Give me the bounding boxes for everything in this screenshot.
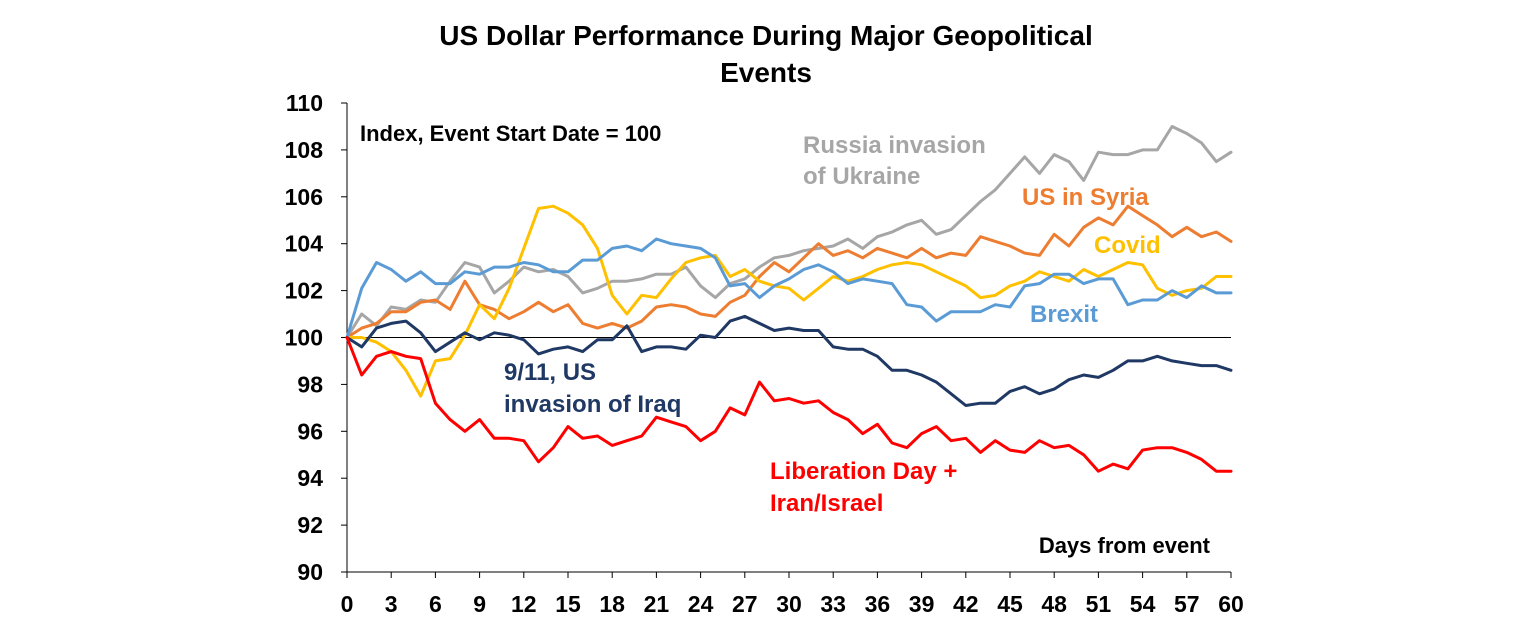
y-tick-label: 100 (285, 325, 323, 351)
series-line-0 (345, 125, 1233, 339)
y-tick-label: 94 (297, 465, 323, 491)
series-label-2: Covid (1094, 232, 1161, 259)
x-tick-label: 42 (953, 591, 979, 617)
x-tick-label: 39 (909, 591, 935, 617)
x-tick-label: 9 (473, 591, 486, 617)
y-tick-label: 102 (285, 278, 323, 304)
y-tick-label: 106 (285, 184, 323, 210)
x-tick-label: 0 (341, 591, 354, 617)
x-tick-label: 3 (385, 591, 398, 617)
x-tick-label: 27 (732, 591, 758, 617)
x-tick-label: 48 (1041, 591, 1067, 617)
series-label-4: invasion of Iraq (504, 391, 681, 418)
x-tick-label: 12 (511, 591, 537, 617)
series-line-4 (345, 314, 1233, 407)
y-tick-label: 110 (286, 90, 323, 116)
series-line-1 (345, 204, 1233, 339)
series-line-2 (345, 204, 1233, 398)
x-tick-label: 24 (688, 591, 714, 617)
x-axis-label: Days from event (1039, 533, 1211, 558)
x-tick-label: 57 (1174, 591, 1200, 617)
chart-title-line: Events (720, 57, 812, 88)
y-tick-label: 104 (285, 231, 324, 257)
series-label-5: Liberation Day + (770, 458, 957, 485)
series-label-0: of Ukraine (803, 163, 920, 190)
x-tick-label: 30 (776, 591, 802, 617)
x-tick-label: 54 (1130, 591, 1156, 617)
series-line-3 (345, 237, 1233, 339)
y-tick-label: 96 (297, 418, 323, 444)
chart-title-line: US Dollar Performance During Major Geopo… (439, 20, 1092, 51)
chart-annotation: Index, Event Start Date = 100 (360, 121, 661, 146)
series-label-3: Brexit (1030, 301, 1098, 328)
x-tick-label: 21 (644, 591, 670, 617)
y-tick-label: 92 (297, 512, 323, 538)
series-label-5: Iran/Israel (770, 490, 883, 517)
y-tick-label: 108 (285, 137, 324, 163)
x-tick-label: 36 (865, 591, 891, 617)
x-tick-label: 60 (1218, 591, 1244, 617)
x-tick-label: 18 (599, 591, 625, 617)
y-tick-label: 98 (297, 371, 323, 397)
x-tick-label: 51 (1086, 591, 1112, 617)
series-label-0: Russia invasion (803, 132, 986, 159)
x-tick-label: 45 (997, 591, 1023, 617)
series-label-1: US in Syria (1022, 184, 1149, 211)
x-tick-label: 33 (820, 591, 846, 617)
x-tick-label: 6 (429, 591, 442, 617)
y-tick-label: 90 (297, 559, 323, 585)
series-line-5 (345, 336, 1233, 473)
series-label-4: 9/11, US (504, 359, 596, 386)
x-tick-label: 15 (555, 591, 581, 617)
